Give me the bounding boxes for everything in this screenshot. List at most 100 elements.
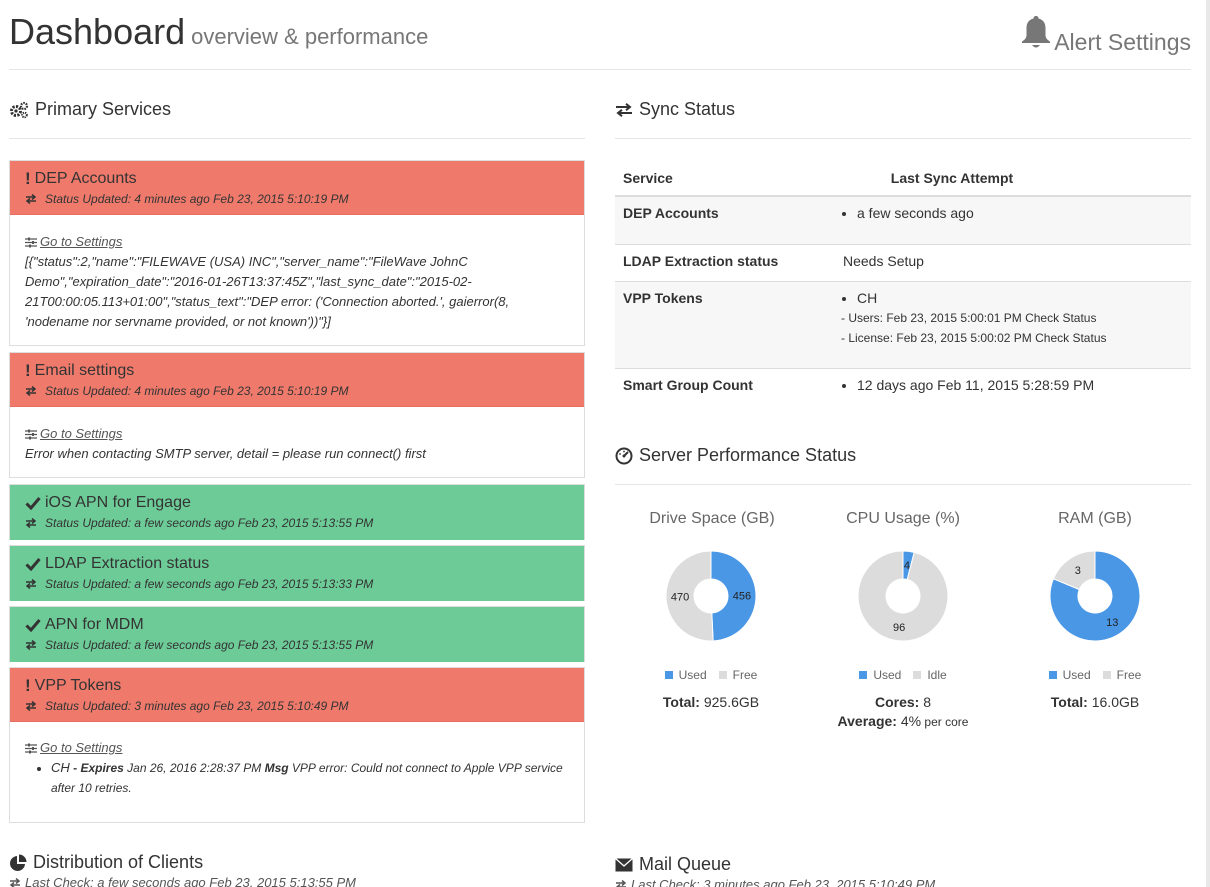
service-panel-apn-mdm: APN for MDM Status Updated: a few second… <box>9 606 585 662</box>
ram-used-slice <box>1049 550 1141 642</box>
exchange-icon <box>25 518 37 528</box>
sliders-icon <box>25 429 37 439</box>
drive-free-slice <box>665 550 714 642</box>
ram-used-label: 13 <box>1106 617 1118 629</box>
drive-space-title: Drive Space (GB) <box>649 510 775 527</box>
alert-settings-link[interactable]: Alert Settings <box>1020 10 1191 56</box>
bell-icon <box>1022 16 1051 48</box>
panel-body: Go to Settings [{"status":2,"name":"FILE… <box>10 215 584 346</box>
cpu-free-label: 96 <box>893 622 905 634</box>
legend-used-swatch <box>664 671 673 679</box>
ram-total: Total: 16.0GB <box>1050 694 1140 710</box>
distribution-last-check: Last Check: a few seconds ago Feb 23, 20… <box>9 875 356 887</box>
panel-title: iOS APN for Engage <box>45 494 191 511</box>
primary-services-heading: Primary Services <box>9 99 171 120</box>
panel-header: LDAP Extraction status Status Updated: a… <box>10 546 584 601</box>
legend-free-swatch <box>718 671 727 679</box>
service-panel-dep-accounts: ! DEP Accounts Status Updated: 4 minutes … <box>9 160 585 346</box>
table-row: Smart Group Count 12 days ago Feb 11, 20… <box>615 367 1191 406</box>
panel-detail: Error when contacting SMTP server, detai… <box>25 446 426 461</box>
service-panel-email-settings: ! Email settings Status Updated: 4 minute… <box>9 352 585 478</box>
panel-header: ! Email settings Status Updated: 4 minute… <box>10 353 584 407</box>
check-icon <box>25 497 41 510</box>
drive-total: Total: 925.6GB <box>662 694 760 710</box>
drive-used-slice <box>710 550 757 642</box>
drive-space-widget: Drive Space (GB) 456 470 Used Free Total:… <box>616 510 806 710</box>
exchange-icon <box>25 386 37 396</box>
page-scrollbar[interactable] <box>1206 0 1210 887</box>
check-icon <box>25 558 41 571</box>
page-header: Dashboard overview & performance Alert Se… <box>9 10 1191 70</box>
ram-widget: RAM (GB) 13 3 Used Free Total: 16.0GB <box>1000 510 1190 710</box>
panel-header: ! DEP Accounts Status Updated: 4 minutes … <box>10 161 584 215</box>
cpu-usage-donut: 4 96 <box>857 550 949 642</box>
exchange-icon <box>615 879 627 887</box>
panel-body: Go to Settings Error when contacting SMT… <box>10 407 584 478</box>
cpu-free-slice <box>857 550 949 642</box>
exchange-icon <box>25 579 37 589</box>
divider <box>615 484 1191 485</box>
panel-title: DEP Accounts <box>34 170 137 187</box>
ram-legend: Used Free <box>1000 668 1190 682</box>
panel-header: APN for MDM Status Updated: a few second… <box>10 607 584 662</box>
mail-queue-last-check: Last Check: 3 minutes ago Feb 23, 2015 5… <box>615 877 935 887</box>
drive-space-donut: 456 470 <box>665 550 757 642</box>
exchange-icon <box>25 640 37 650</box>
panel-header: ! VPP Tokens Status Updated: 3 minutes ag… <box>10 668 584 722</box>
legend-free-swatch <box>1102 671 1111 679</box>
status-updated: Status Updated: a few seconds ago Feb 23… <box>45 516 374 530</box>
page-subtitle: overview & performance <box>191 24 429 49</box>
cpu-cores: Cores: 8 <box>874 694 932 710</box>
exchange-icon <box>616 102 632 117</box>
panel-body: Go to Settings CH - Expires Jan 26, 2016… <box>10 722 584 812</box>
dashboard-gauge-icon <box>615 447 633 464</box>
drive-legend: Used Free <box>616 668 806 682</box>
envelope-icon <box>615 857 633 871</box>
vpp-token-list: CH - Expires Jan 26, 2016 2:28:37 PM Msg… <box>25 758 569 798</box>
distribution-heading: Distribution of Clients <box>9 852 203 873</box>
exclamation-icon: ! <box>25 361 31 380</box>
check-icon <box>25 619 41 632</box>
server-performance-heading: Server Performance Status <box>615 445 856 466</box>
alert-settings-label[interactable]: Alert Settings <box>1054 29 1191 55</box>
divider <box>9 138 585 139</box>
status-updated: Status Updated: 4 minutes ago Feb 23, 20… <box>45 384 349 398</box>
sync-status-table: Service Last Sync Attempt DEP Accounts a… <box>615 158 1191 406</box>
status-updated: Status Updated: a few seconds ago Feb 23… <box>45 577 374 591</box>
ram-donut: 13 3 <box>1049 550 1141 642</box>
ram-title: RAM (GB) <box>1058 510 1132 527</box>
list-item: CH - Expires Jan 26, 2016 2:28:37 PM Msg… <box>51 758 569 798</box>
sliders-icon <box>25 237 37 247</box>
service-panel-ldap: LDAP Extraction status Status Updated: a… <box>9 545 585 601</box>
ram-free-label: 3 <box>1075 565 1081 577</box>
exclamation-icon: ! <box>25 676 31 695</box>
sync-license-line: - License: Feb 23, 2015 5:00:02 PM Check… <box>841 330 1107 345</box>
panel-title: APN for MDM <box>45 616 144 633</box>
sync-status-heading: Sync Status <box>615 99 735 120</box>
cpu-legend: Used Idle <box>808 668 998 682</box>
legend-used-swatch <box>859 671 868 679</box>
go-to-settings-link[interactable]: Go to Settings <box>25 738 569 758</box>
cpu-usage-widget: CPU Usage (%) 4 96 Used Idle Cores: 8 Ave… <box>808 510 998 729</box>
status-updated: Status Updated: 3 minutes ago Feb 23, 20… <box>45 699 349 713</box>
exchange-icon <box>25 701 37 711</box>
mail-queue-heading: Mail Queue <box>615 854 731 875</box>
cpu-used-label: 4 <box>904 560 910 572</box>
gears-icon <box>10 101 29 118</box>
panel-detail: [{"status":2,"name":"FILEWAVE (USA) INC"… <box>25 254 510 329</box>
table-row: LDAP Extraction status Needs Setup <box>615 243 1191 281</box>
divider <box>615 138 1191 139</box>
service-panel-ios-apn: iOS APN for Engage Status Updated: a few… <box>9 484 585 540</box>
drive-free-label: 470 <box>671 592 689 604</box>
go-to-settings-link[interactable]: Go to Settings <box>25 232 569 252</box>
legend-idle-swatch <box>913 671 922 679</box>
column-header: Service <box>615 158 825 197</box>
status-updated: Status Updated: a few seconds ago Feb 23… <box>45 638 374 652</box>
table-row: VPP Tokens CH - Users: Feb 23, 2015 5:00… <box>615 280 1191 368</box>
legend-used-swatch <box>1048 671 1057 679</box>
panel-title: Email settings <box>34 362 135 379</box>
panel-title: VPP Tokens <box>34 677 122 694</box>
sync-users-line: - Users: Feb 23, 2015 5:00:01 PM Check S… <box>841 310 1097 325</box>
cpu-average: Average: 4% per core <box>837 713 969 729</box>
go-to-settings-link[interactable]: Go to Settings <box>25 424 569 444</box>
